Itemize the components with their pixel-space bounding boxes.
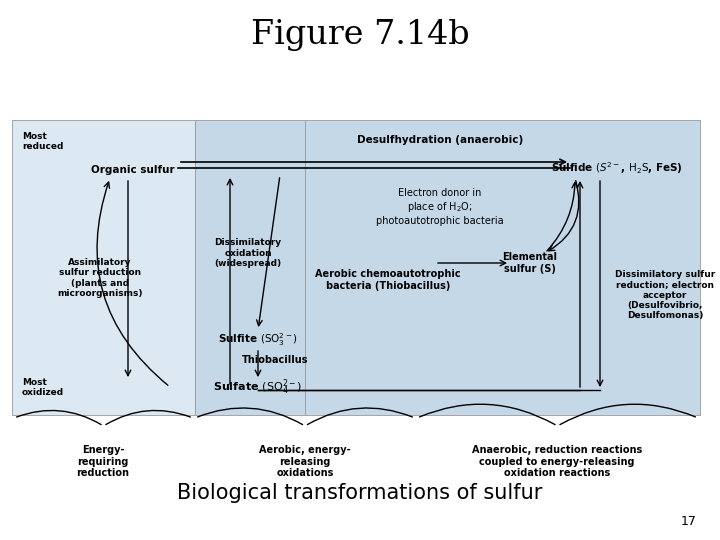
Text: Thiobacillus: Thiobacillus	[242, 355, 308, 365]
Text: Dissimilatory
oxidation
(widespread): Dissimilatory oxidation (widespread)	[215, 238, 282, 268]
Text: Elemental
sulfur (S): Elemental sulfur (S)	[503, 252, 557, 274]
Text: Most
oxidized: Most oxidized	[22, 378, 64, 397]
Text: Sulfite $(\mathrm{SO_3^{2-}})$: Sulfite $(\mathrm{SO_3^{2-}})$	[218, 332, 298, 348]
Text: Energy-
requiring
reduction: Energy- requiring reduction	[76, 445, 130, 478]
Text: Sulfide $(S^{2-}$, $\mathrm{H_2S}$, FeS): Sulfide $(S^{2-}$, $\mathrm{H_2S}$, FeS)	[551, 160, 683, 176]
Bar	[305, 120, 700, 415]
Text: Most
reduced: Most reduced	[22, 132, 63, 151]
Text: Organic sulfur: Organic sulfur	[91, 165, 175, 175]
Text: Aerobic, energy-
releasing
oxidations: Aerobic, energy- releasing oxidations	[259, 445, 351, 478]
Text: Biological transformations of sulfur: Biological transformations of sulfur	[177, 483, 543, 503]
Text: Assimilatory
sulfur reduction
(plants and
microorganisms): Assimilatory sulfur reduction (plants an…	[58, 258, 143, 298]
Text: Aerobic chemoautotrophic
bacteria (Thiobacillus): Aerobic chemoautotrophic bacteria (Thiob…	[315, 269, 461, 291]
Text: 17: 17	[681, 515, 697, 528]
Bar	[195, 120, 305, 415]
Text: Anaerobic, reduction reactions
coupled to energy-releasing
oxidation reactions: Anaerobic, reduction reactions coupled t…	[472, 445, 642, 478]
Text: Desulfhydration (anaerobic): Desulfhydration (anaerobic)	[357, 135, 523, 145]
Text: Figure 7.14b: Figure 7.14b	[251, 19, 469, 51]
Text: Electron donor in
place of $\mathrm{H_2O}$;
photoautotrophic bacteria: Electron donor in place of $\mathrm{H_2O…	[376, 188, 504, 226]
Text: Sulfate $(\mathrm{SO_4^{2-}})$: Sulfate $(\mathrm{SO_4^{2-}})$	[213, 377, 302, 397]
Bar	[12, 120, 195, 415]
Text: Dissimilatory sulfur
reduction; electron
acceptor
(Desulfovibrio,
Desulfomonas): Dissimilatory sulfur reduction; electron…	[615, 269, 715, 320]
